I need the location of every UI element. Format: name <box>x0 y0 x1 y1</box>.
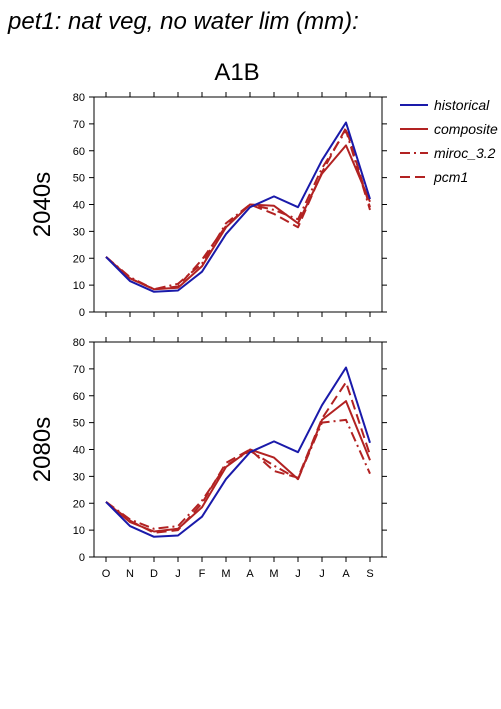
series-line-pcm1 <box>105 381 371 534</box>
y-tick-label: 70 <box>73 364 85 376</box>
y-tick-label: 0 <box>79 307 85 319</box>
y-tick-label: 50 <box>73 418 85 430</box>
x-tick-label: M <box>269 568 278 580</box>
legend: historical composite miroc_3.2 pcm1 <box>400 97 498 185</box>
x-tick-label: N <box>126 568 134 580</box>
page-title: pet1: nat veg, no water lim (mm): <box>8 8 359 35</box>
legend-label: miroc_3.2 <box>434 145 496 161</box>
x-tick-label: O <box>102 568 111 580</box>
x-tick-label: S <box>366 568 373 580</box>
panel-2080s: 0 10 20 30 40 50 60 70 80 O N D J F M A M J J A S 2080s <box>29 337 387 580</box>
legend-label: composite <box>434 121 498 137</box>
legend-label: historical <box>434 97 490 113</box>
series-line-composite <box>105 144 371 291</box>
series-line-pcm1 <box>105 126 371 291</box>
x-tick-label: J <box>319 568 325 580</box>
y-tick-label: 50 <box>73 173 85 185</box>
x-tick-label: F <box>199 568 206 580</box>
y-tick-label: 20 <box>73 498 85 510</box>
y-tick-label: 60 <box>73 391 85 403</box>
x-tick-label: J <box>175 568 181 580</box>
plot-frame <box>93 96 383 313</box>
y-tick-label: 70 <box>73 119 85 131</box>
y-tick-label: 60 <box>73 146 85 158</box>
x-tick-label: A <box>246 568 254 580</box>
legend-label: pcm1 <box>433 169 468 185</box>
y-tick-label: 80 <box>73 92 85 104</box>
y-tick-label: 40 <box>73 200 85 212</box>
y-tick-label: 30 <box>73 226 85 238</box>
y-tick-label: 80 <box>73 337 85 349</box>
panel-2040s: 0 10 20 30 40 50 60 70 80 2040s <box>29 92 387 319</box>
panel-label: 2080s <box>29 417 56 482</box>
x-tick-label: A <box>342 568 350 580</box>
series-line-historical <box>105 121 371 293</box>
x-tick-label: J <box>295 568 301 580</box>
series-line-miroc-3-2 <box>105 418 371 530</box>
y-tick-label: 10 <box>73 280 85 292</box>
series-line-miroc-3-2 <box>105 129 371 291</box>
x-tick-label: M <box>221 568 230 580</box>
figure-title: A1B <box>214 59 259 86</box>
y-tick-label: 40 <box>73 445 85 457</box>
series-line-historical <box>105 366 371 538</box>
y-tick-label: 10 <box>73 525 85 537</box>
x-tick-label: D <box>150 568 158 580</box>
panel-label: 2040s <box>29 172 56 237</box>
y-tick-label: 30 <box>73 471 85 483</box>
y-tick-label: 0 <box>79 552 85 564</box>
y-tick-label: 20 <box>73 253 85 265</box>
